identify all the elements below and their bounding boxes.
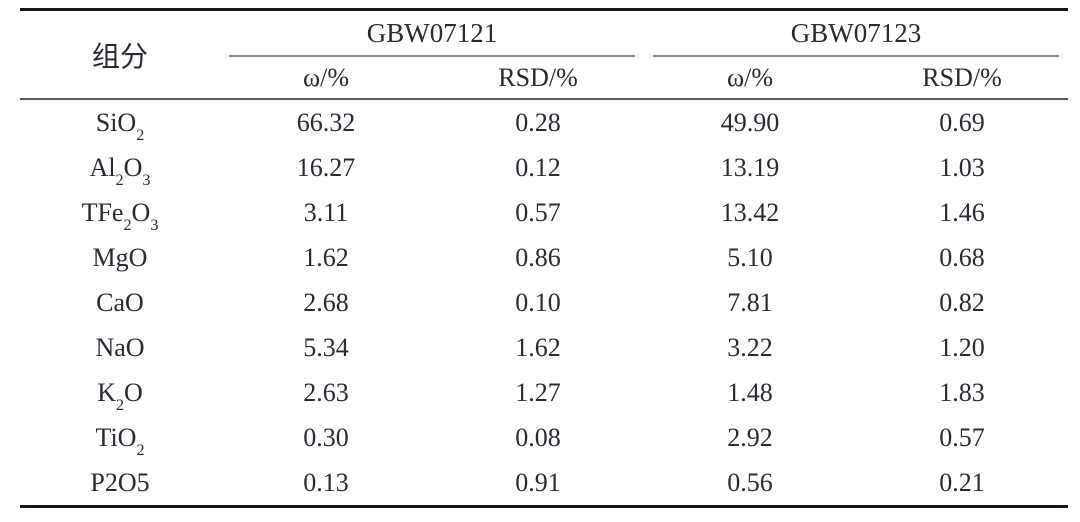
- value-cell: 0.57: [515, 197, 561, 227]
- value-cell: 2.92: [727, 422, 773, 452]
- component-cell: TiO2: [95, 422, 145, 459]
- value-cell: 0.56: [727, 467, 773, 497]
- value-cell: 0.13: [303, 467, 349, 497]
- table-row: SiO2 66.32 0.28 49.90 0.69: [20, 99, 1068, 145]
- table-header: 组分 GBW07121 GBW07123 ω/% RSD/% ω/% RSD/%: [20, 9, 1068, 100]
- value-cell: 0.57: [939, 422, 985, 452]
- value-cell: 1.46: [939, 197, 985, 227]
- subheader-rsd-gbw07121: RSD/%: [432, 57, 644, 100]
- value-cell: 1.03: [939, 152, 985, 182]
- value-cell: 1.20: [939, 332, 985, 362]
- value-cell: 2.68: [303, 287, 349, 317]
- value-cell: 0.91: [515, 467, 561, 497]
- value-cell: 0.82: [939, 287, 985, 317]
- group-header-gbw07123: GBW07123: [644, 10, 1068, 57]
- value-cell: 1.83: [939, 377, 985, 407]
- data-table: 组分 GBW07121 GBW07123 ω/% RSD/% ω/% RSD/%…: [20, 8, 1068, 508]
- value-cell: 0.08: [515, 422, 561, 452]
- value-cell: 2.63: [303, 377, 349, 407]
- value-cell: 1.48: [727, 377, 773, 407]
- component-cell: TFe2O3: [81, 197, 159, 234]
- table-row: P2O5 0.13 0.91 0.56 0.21: [20, 460, 1068, 507]
- table-row: TiO2 0.30 0.08 2.92 0.57: [20, 415, 1068, 460]
- value-cell: 49.90: [720, 107, 780, 137]
- subheader-omega-gbw07121: ω/%: [220, 57, 432, 100]
- subheader-rsd-gbw07123: RSD/%: [856, 57, 1068, 100]
- value-cell: 0.30: [303, 422, 349, 452]
- value-cell: 0.28: [515, 107, 561, 137]
- value-cell: 0.86: [515, 242, 561, 272]
- value-cell: 13.42: [720, 197, 780, 227]
- group-header-gbw07123-label: GBW07123: [653, 11, 1059, 57]
- group-header-gbw07121: GBW07121: [220, 10, 644, 57]
- value-cell: 3.11: [303, 197, 349, 227]
- value-cell: 0.10: [515, 287, 561, 317]
- value-cell: 16.27: [296, 152, 356, 182]
- value-cell: 7.81: [727, 287, 773, 317]
- component-cell: P2O5: [90, 467, 150, 497]
- group-header-row: 组分 GBW07121 GBW07123: [20, 9, 1068, 100]
- component-cell: SiO2: [95, 107, 145, 144]
- value-cell: 13.19: [720, 152, 780, 182]
- value-cell: 0.12: [515, 152, 561, 182]
- subheader-omega-gbw07123: ω/%: [644, 57, 856, 100]
- value-cell: 5.34: [303, 332, 349, 362]
- table-row: NaO 5.34 1.62 3.22 1.20: [20, 325, 1068, 370]
- value-cell: 1.62: [303, 242, 349, 272]
- subheader-row: ω/% RSD/% ω/% RSD/%: [20, 57, 1068, 100]
- value-cell: 66.32: [296, 107, 356, 137]
- group-header-gbw07121-label: GBW07121: [229, 11, 635, 57]
- table-row: MgO 1.62 0.86 5.10 0.68: [20, 235, 1068, 280]
- value-cell: 5.10: [727, 242, 773, 272]
- component-cell: CaO: [96, 287, 144, 317]
- component-cell: NaO: [95, 332, 145, 362]
- reference-materials-table: 组分 GBW07121 GBW07123 ω/% RSD/% ω/% RSD/%…: [20, 8, 1068, 508]
- value-cell: 1.62: [515, 332, 561, 362]
- value-cell: 3.22: [727, 332, 773, 362]
- table-row: K2O 2.63 1.27 1.48 1.83: [20, 370, 1068, 415]
- table-row: CaO 2.68 0.10 7.81 0.82: [20, 280, 1068, 325]
- value-cell: 1.27: [515, 377, 561, 407]
- component-cell: Al2O3: [89, 152, 151, 189]
- value-cell: 0.68: [939, 242, 985, 272]
- value-cell: 0.21: [939, 467, 985, 497]
- table-row: TFe2O3 3.11 0.57 13.42 1.46: [20, 190, 1068, 235]
- component-cell: MgO: [92, 242, 148, 272]
- component-cell: K2O: [97, 377, 143, 414]
- table-body: SiO2 66.32 0.28 49.90 0.69 Al2O3 16.27 0.12 13.1…: [20, 99, 1068, 507]
- value-cell: 0.69: [939, 107, 985, 137]
- component-column-header: 组分: [20, 9, 220, 100]
- table-row: Al2O3 16.27 0.12 13.19 1.03: [20, 145, 1068, 190]
